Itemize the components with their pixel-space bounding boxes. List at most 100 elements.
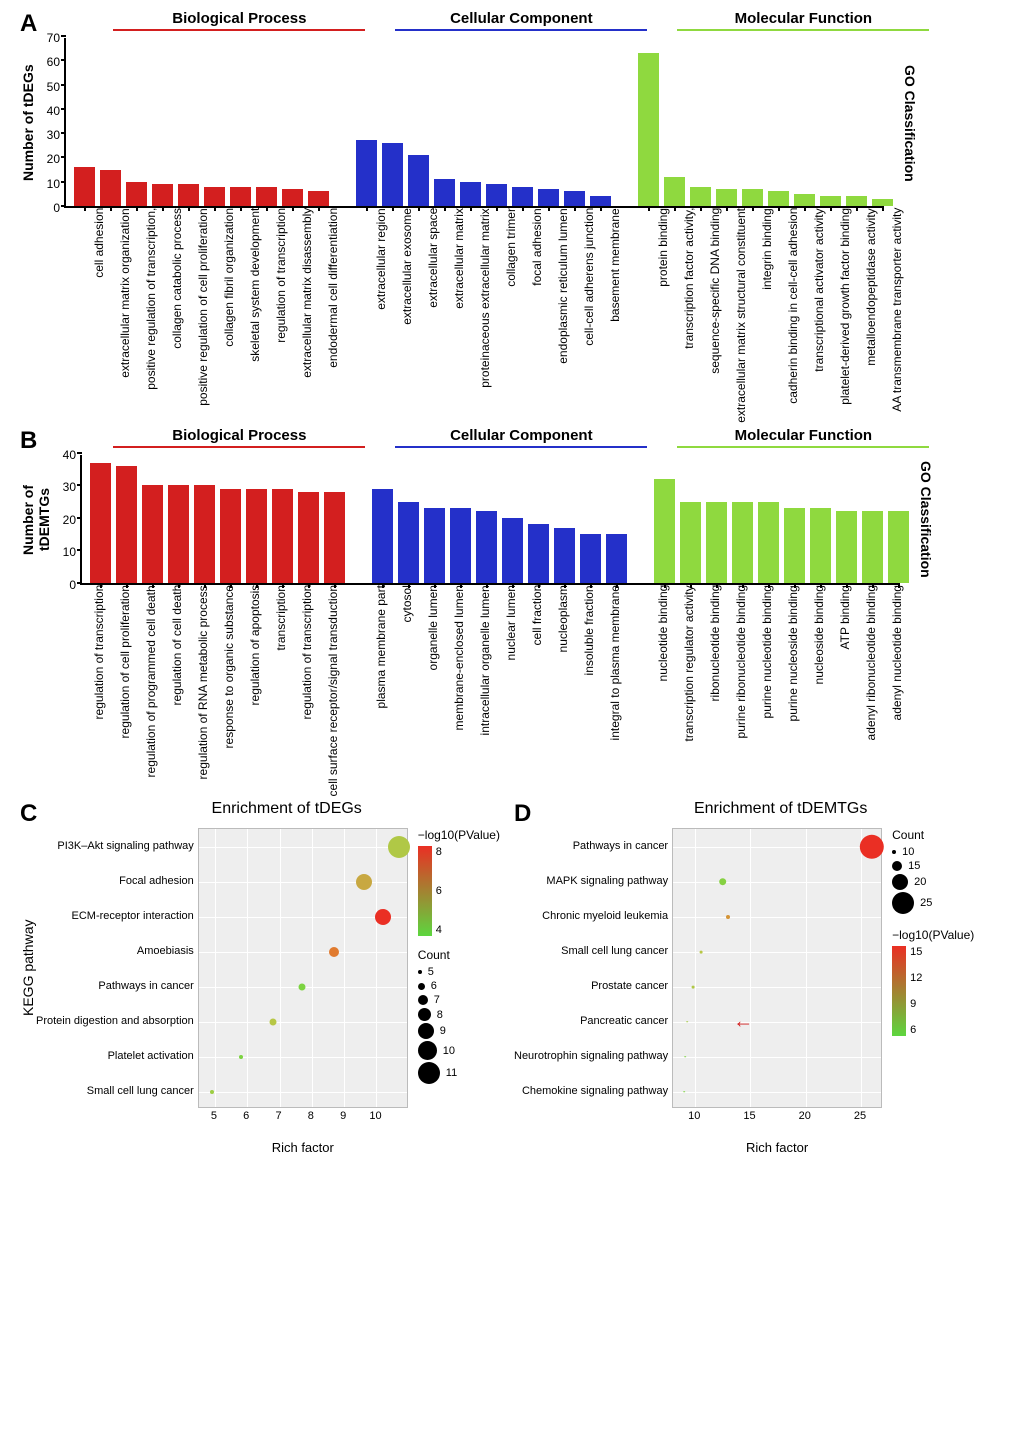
bar [142,485,163,583]
category-label: Pathways in cancer [514,840,672,852]
bar [246,489,267,583]
count-legend-title: Count [418,948,500,962]
count-dot [418,1062,440,1084]
bar-label: endodermal cell differentiation [326,208,352,423]
bar [204,187,225,206]
bar [784,508,805,583]
bar-label: ribonucleotide binding [708,585,734,796]
count-value: 8 [437,1009,443,1021]
count-dot [418,995,428,1005]
dot [692,985,695,988]
category-label: Focal adhesion [36,875,198,887]
panel-d-xticks: 10152025 [672,1108,882,1124]
bar [758,502,779,583]
bar-label: endoplasmic reticulum lumen [556,208,582,423]
pvalue-tick: 4 [436,924,442,936]
bar [434,179,455,206]
bar [606,534,627,583]
dot [388,836,410,858]
bar [742,189,763,206]
count-dot [418,970,422,974]
bar-label: proteinaceous extracellular matrix [478,208,504,423]
bar [256,187,277,206]
bar-label: membrane-enclosed lumen [452,585,478,796]
bar-label: collagen trimer [504,208,530,423]
bar-label: sequence-specific DNA binding [708,208,734,423]
ytick: 20 [47,152,60,166]
bar-label: purine nucleotide binding [760,585,786,796]
count-dot [892,892,914,914]
bar [356,140,377,206]
xtick: 15 [743,1110,755,1122]
panel-d-plot: ← [672,828,882,1108]
panel-d-categories: Pathways in cancerMAPK signaling pathway… [514,828,672,1108]
count-dot [892,874,908,890]
bar [126,182,147,206]
count-value: 5 [428,966,434,978]
panel-c-legend: −log10(PValue)864Count567891011 [418,828,500,1155]
bar-label: adenyl nucleotide binding [890,585,916,796]
bar-label: integral to plasma membrane [608,585,634,796]
bar [308,191,329,206]
ytick: 50 [47,80,60,94]
bar-label: regulation of transcription [300,585,326,796]
panel-a-yticks: 010203040506070 [36,38,64,208]
bar-label: platelet-derived growth factor binding [838,208,864,423]
bar [638,53,659,206]
bar [486,184,507,206]
bar-label: extracellular matrix [452,208,478,423]
panel-c-label: C [20,800,37,828]
bar-label: cell surface receptor/signal transductio… [326,585,352,796]
category-label: PI3K–Akt signaling pathway [36,840,198,852]
dot [699,950,702,953]
ytick: 30 [47,128,60,142]
pvalue-legend-title: −log10(PValue) [892,928,974,942]
category-label: Chemokine signaling pathway [514,1085,672,1097]
pvalue-tick: 6 [436,885,442,897]
bar-label: positive regulation of cell proliferatio… [196,208,222,423]
count-dot [418,983,425,990]
dot [726,915,730,919]
category-label: Prostate cancer [514,980,672,992]
xtick: 25 [854,1110,866,1122]
bar-label: cell adhesion [92,208,118,423]
bar-label: collagen catabolic process [170,208,196,423]
category-label: Chronic myeloid leukemia [514,910,672,922]
ytick: 10 [47,177,60,191]
panel-b-yticks: 010203040 [52,455,80,585]
bar [564,191,585,206]
bar-label: insoluble fraction [582,585,608,796]
ytick: 30 [63,480,76,494]
bar-label: metalloendopeptidase activity [864,208,890,423]
bar [372,489,393,583]
bar-label: transcription [274,585,300,796]
count-dot [418,1041,437,1060]
ytick: 40 [63,448,76,462]
ytick: 70 [47,31,60,45]
panel-b-label: B [20,427,37,455]
bar-label: intracellular organelle lumen [478,585,504,796]
bar [90,463,111,583]
bar-label: cadherin binding in cell-cell adhesion [786,208,812,423]
bar-label: nucleotide binding [656,585,682,796]
category-label: Small cell lung cancer [514,945,672,957]
bar-label: cytosol [400,585,426,796]
bar-label: integrin binding [760,208,786,423]
bar [732,502,753,583]
bar [230,187,251,206]
bar [716,189,737,206]
bar-label: extracellular matrix organization [118,208,144,423]
bar [382,143,403,206]
panel-d-label: D [514,800,531,828]
xtick: 20 [799,1110,811,1122]
panel-a-label: A [20,10,37,38]
category-label: Small cell lung cancer [36,1085,198,1097]
bar [220,489,241,583]
pvalue-legend-title: −log10(PValue) [418,828,500,842]
bar-label: collagen fibril organization [222,208,248,423]
xtick: 8 [308,1110,314,1122]
bar-label: extracellular space [426,208,452,423]
count-legend-title: Count [892,828,974,842]
arrow-icon: ← [733,1010,753,1033]
bar [680,502,701,583]
